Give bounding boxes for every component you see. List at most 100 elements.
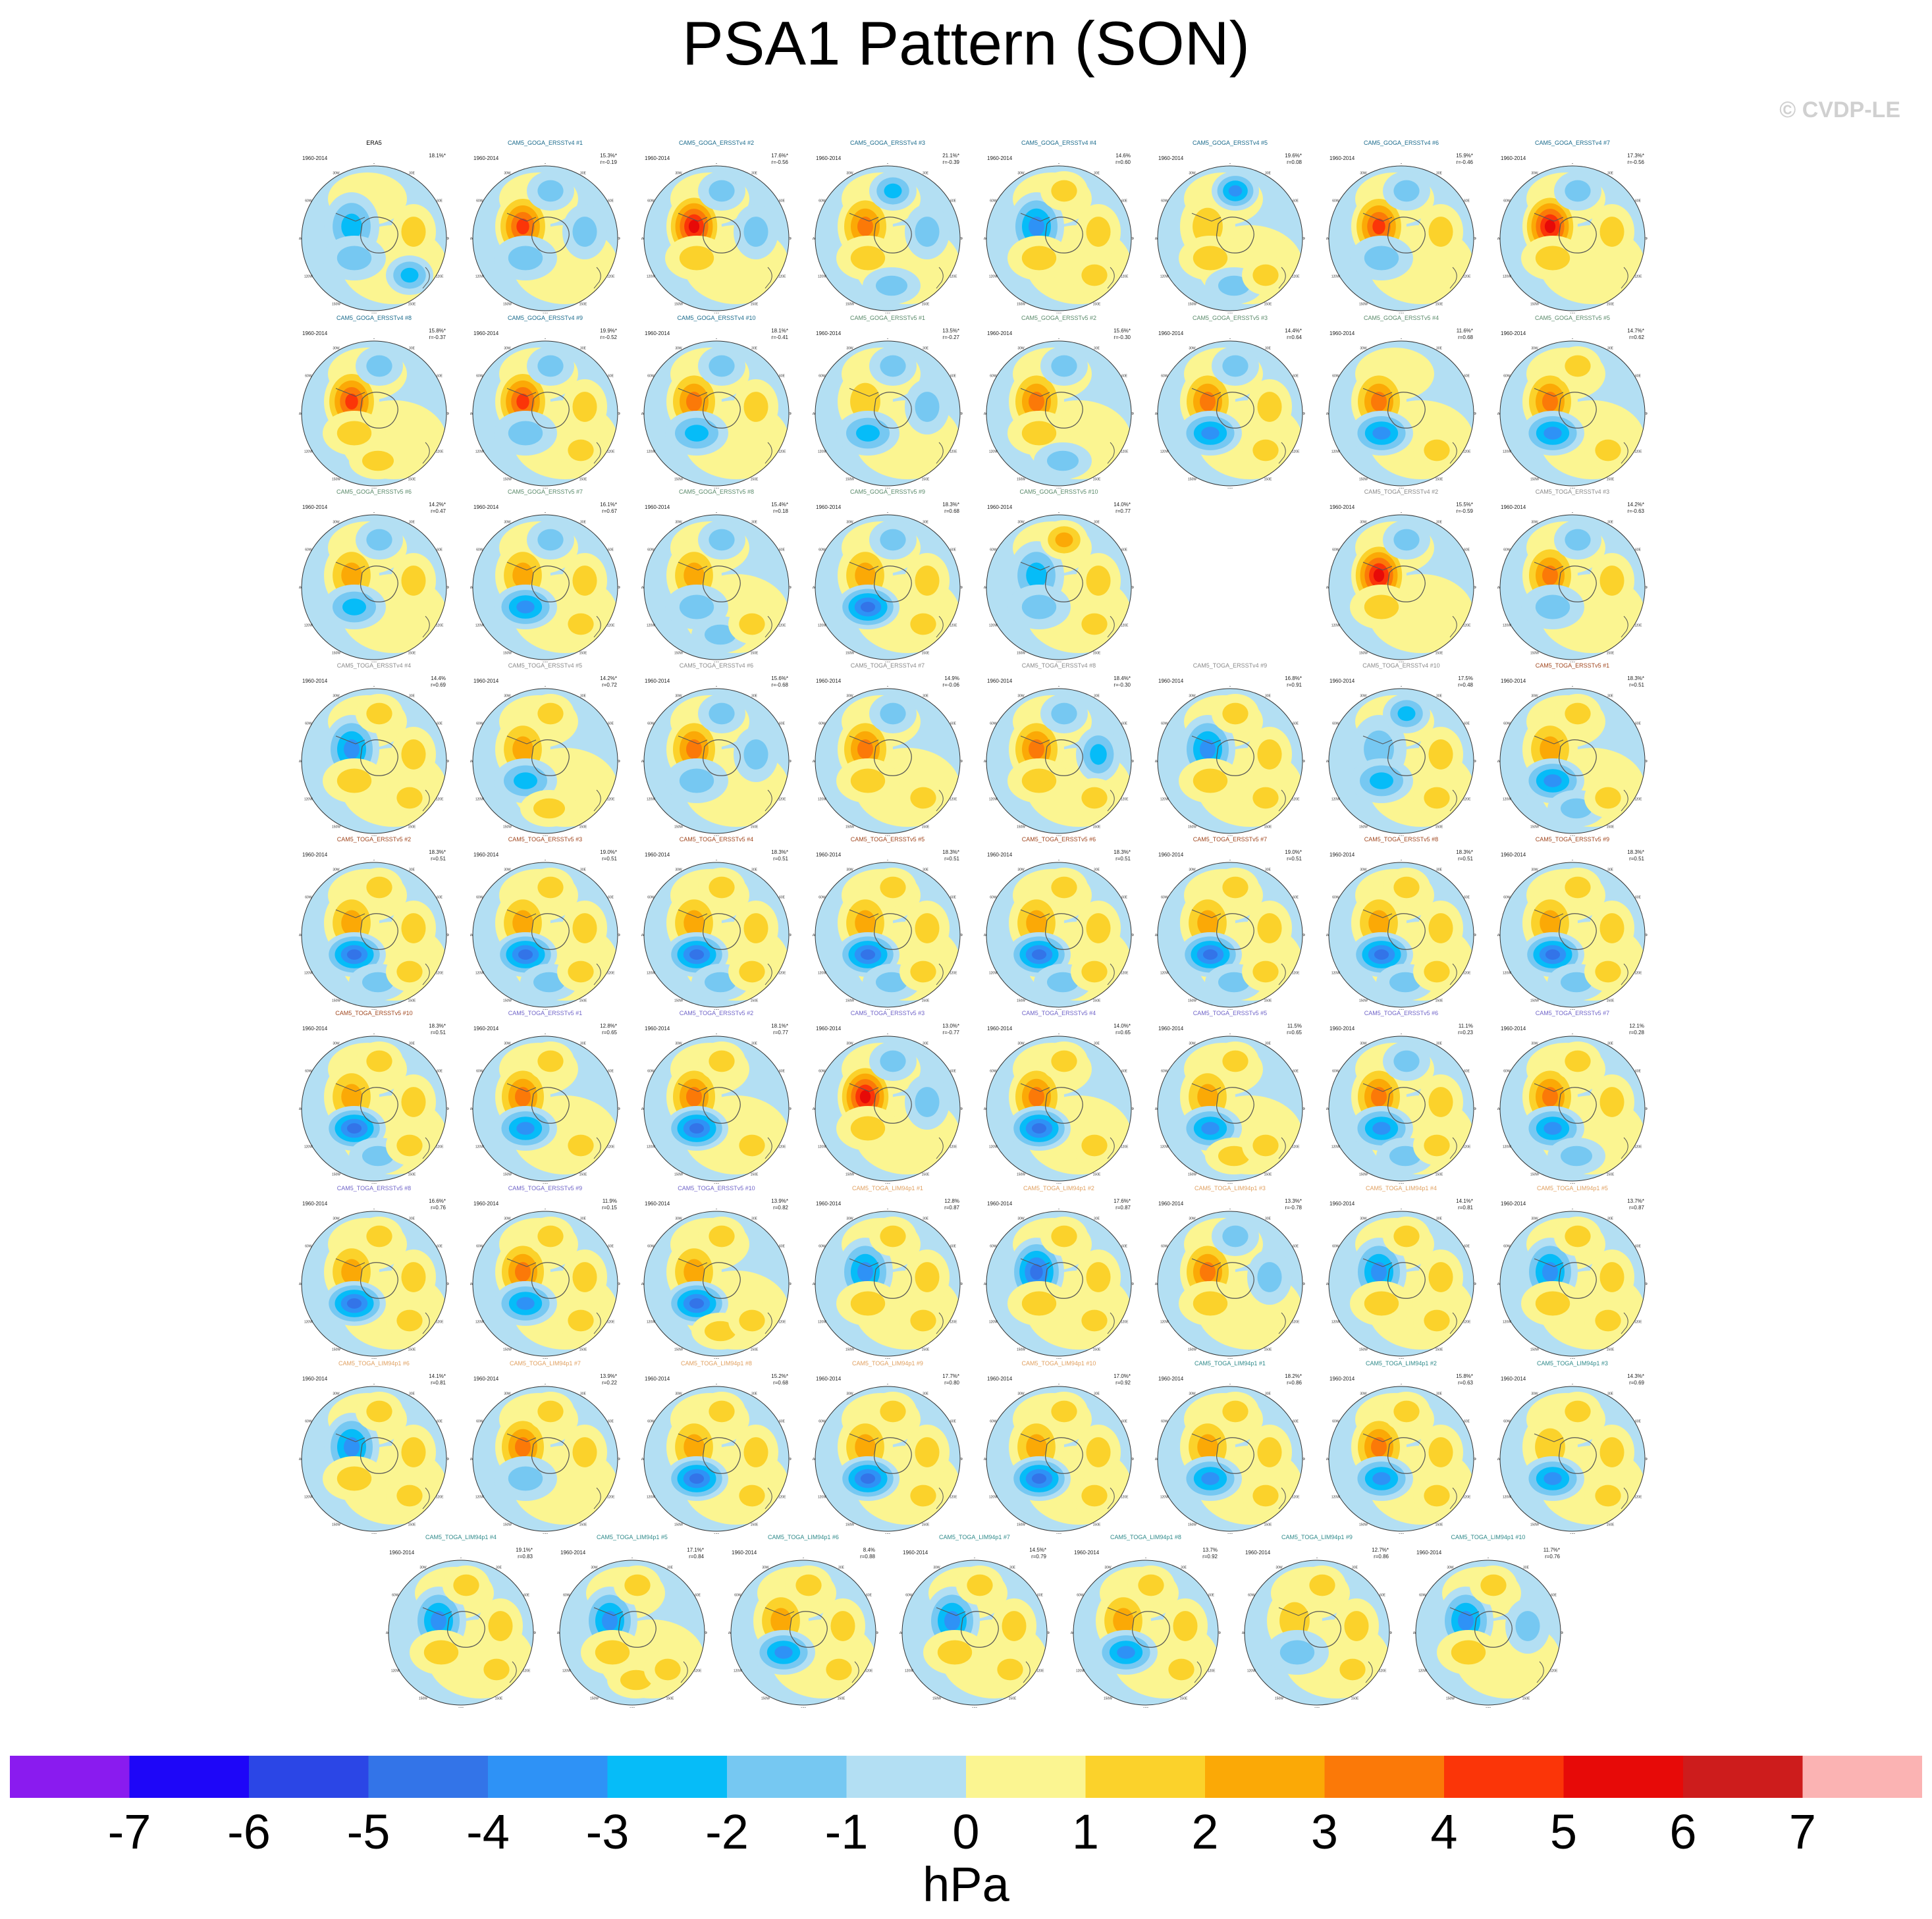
anomaly-contour <box>595 1640 630 1665</box>
panel-pattern-correlation: r=0.51 <box>1458 856 1473 862</box>
longitude-label: 30W <box>419 1565 427 1569</box>
contour-field <box>815 515 960 660</box>
antarctica-coastline <box>1559 1087 1597 1124</box>
panel-pattern-correlation: r=0.23 <box>1458 1030 1473 1036</box>
longitude-label: 90W <box>557 1631 560 1635</box>
longitude-label: 150W <box>1530 478 1539 482</box>
longitude-label: 30E <box>409 1217 416 1221</box>
coastline <box>1107 1487 1115 1510</box>
longitude-label: 90W <box>1326 1107 1329 1111</box>
panel-years: 1960-2014 <box>473 504 499 510</box>
anomaly-contour <box>1561 1145 1592 1167</box>
panel-variance-explained: 17.7%* <box>942 1373 959 1379</box>
polar-stereographic-map: 030E60E90E120E150E180150W120W90W60W30W <box>299 1384 449 1534</box>
longitude-label: 180 <box>1570 1009 1576 1010</box>
panel-title: CAM5_GOGA_ERSSTv5 #2 <box>1021 315 1097 321</box>
longitude-label: 120E <box>607 450 615 454</box>
longitude-label: 30W <box>1531 1217 1538 1221</box>
longitude-label: 150E <box>922 1523 930 1527</box>
coastline <box>849 1258 879 1267</box>
anomaly-contour <box>1540 910 1561 936</box>
longitude-label: 0 <box>1572 338 1574 340</box>
anomaly-contour <box>1599 217 1624 247</box>
map-boundary <box>1328 862 1474 1008</box>
map-boundary <box>1499 1386 1646 1532</box>
longitude-label: 0 <box>716 1209 718 1211</box>
longitude-label: 150W <box>332 826 340 829</box>
anomaly-contour <box>1051 355 1077 377</box>
map-boundary <box>388 1560 534 1706</box>
panel-pattern-correlation: r=0.51 <box>431 856 446 862</box>
longitude-label: 90W <box>641 412 644 416</box>
longitude-label: 90W <box>299 760 302 764</box>
coastline <box>765 616 772 638</box>
longitude-label: 90E <box>1646 1458 1648 1461</box>
longitude-label: 60E <box>437 722 443 726</box>
longitude-label: 30E <box>1607 171 1614 175</box>
anomaly-contour <box>1051 876 1077 899</box>
longitude-label: 150W <box>332 1348 340 1352</box>
antarctica-coastline <box>1045 1262 1083 1299</box>
longitude-label: 30E <box>1094 1217 1100 1221</box>
longitude-label: 90W <box>641 1458 644 1461</box>
longitude-label: 90E <box>1132 1282 1134 1286</box>
longitude-label: 150W <box>1188 478 1196 482</box>
longitude-label: 90E <box>1048 1631 1050 1635</box>
anomaly-contour <box>686 1087 702 1107</box>
longitude-label: 90E <box>961 760 963 764</box>
longitude-label: 90W <box>813 586 815 590</box>
longitude-label: 90W <box>1497 1282 1500 1286</box>
anomaly-contour <box>602 1611 618 1631</box>
longitude-label: 120E <box>950 1496 957 1500</box>
longitude-label: 30E <box>1265 1392 1272 1396</box>
longitude-label: 180 <box>714 1358 720 1359</box>
panel-variance-explained: 15.3%* <box>600 153 617 159</box>
panel-variance-explained: 15.8%* <box>1456 1373 1473 1379</box>
anomaly-contour <box>362 450 394 471</box>
map-boundary <box>1328 340 1474 486</box>
panel-years: 1960-2014 <box>1416 1550 1442 1556</box>
longitude-label: 60W <box>305 722 312 726</box>
longitude-label: 120E <box>778 624 786 628</box>
contour-field <box>815 1036 960 1181</box>
anomaly-contour <box>1201 1472 1220 1485</box>
longitude-label: 90W <box>470 1282 473 1286</box>
longitude-label: 30E <box>1607 694 1614 698</box>
panel-title: CAM5_GOGA_ERSSTv5 #1 <box>849 315 926 321</box>
longitude-label: 150W <box>1017 303 1025 307</box>
longitude-label: 150E <box>579 1348 587 1352</box>
antarctica-coastline <box>360 392 398 429</box>
longitude-label: 30W <box>591 1565 598 1569</box>
colorbar-bin <box>607 1756 728 1798</box>
longitude-label: 120E <box>1292 1496 1300 1500</box>
anomaly-contour <box>1543 774 1562 787</box>
contour-field <box>815 862 960 1007</box>
longitude-label: 0 <box>631 1558 633 1560</box>
anomaly-contour <box>1393 180 1420 202</box>
colorbar-tick-label: 0 <box>952 1804 980 1859</box>
longitude-label: 150E <box>1607 1348 1615 1352</box>
contour-field <box>302 689 446 833</box>
map-panel: CAM5_GOGA_ERSSTv4 #6 1960-2014 15.9%* r=-0.… <box>1323 140 1480 313</box>
polar-stereographic-map: 030E60E90E120E150E180150W120W90W60W30W <box>984 1034 1134 1184</box>
anomaly-contour <box>880 1400 906 1423</box>
longitude-label: 150E <box>579 652 587 656</box>
longitude-label: 30W <box>675 1041 682 1045</box>
longitude-label: 150E <box>1093 999 1101 1003</box>
anomaly-contour <box>705 1321 736 1342</box>
longitude-label: 90E <box>961 1107 963 1111</box>
anomaly-contour <box>620 1669 652 1691</box>
longitude-label: 120W <box>989 1496 998 1500</box>
longitude-label: 120E <box>1463 1145 1471 1149</box>
anomaly-contour <box>1218 275 1250 296</box>
longitude-label: 90W <box>813 412 815 416</box>
longitude-label: 150E <box>1436 303 1443 307</box>
longitude-label: 60W <box>647 722 655 726</box>
longitude-label: 120E <box>1292 275 1300 279</box>
panel-variance-explained: 14.6% <box>1115 153 1131 159</box>
panel-years: 1960-2014 <box>987 1201 1013 1207</box>
panel-pattern-correlation: r=0.51 <box>431 1030 446 1036</box>
longitude-label: 60W <box>1332 896 1339 900</box>
longitude-label: 0 <box>1058 1034 1060 1036</box>
panel-years: 1960-2014 <box>645 155 670 161</box>
